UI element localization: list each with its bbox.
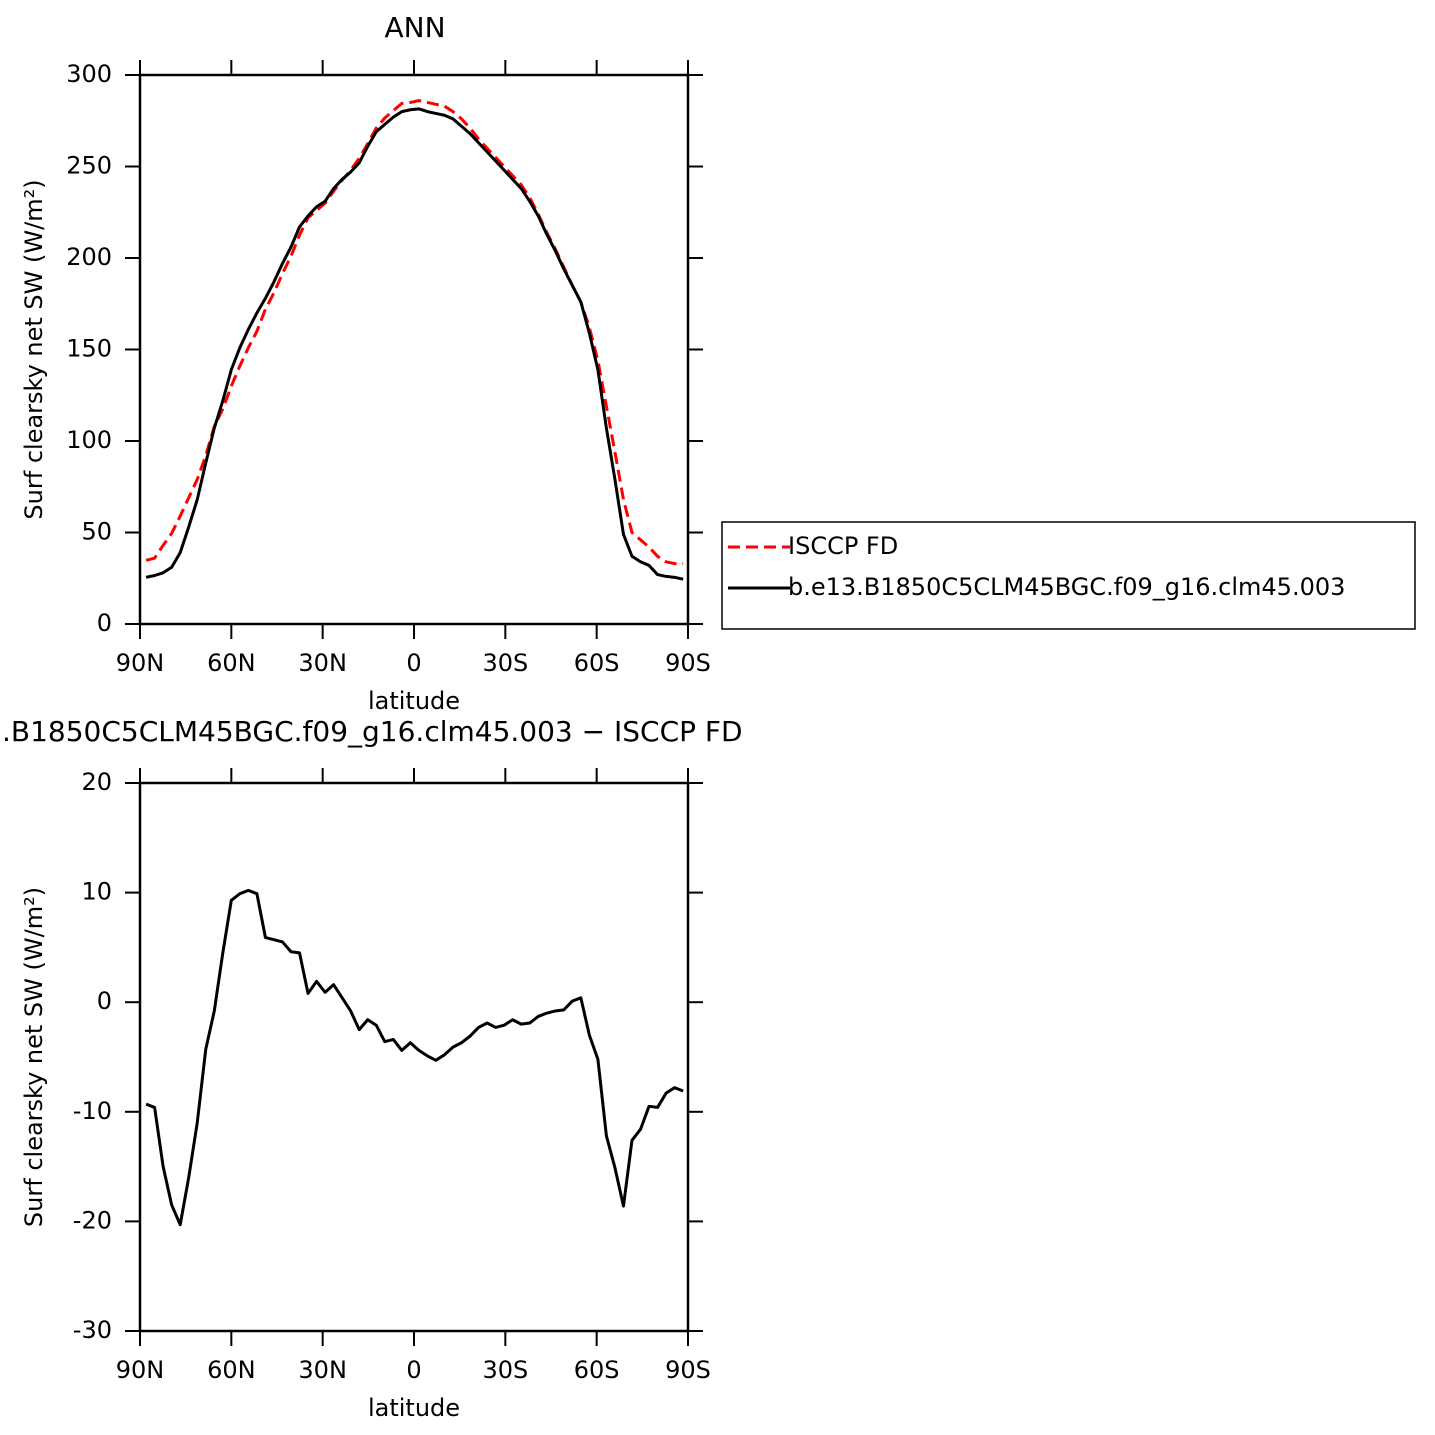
legend-box	[721, 521, 1416, 630]
legend-label: ISCCP FD	[788, 532, 898, 560]
y-tick-label: -20	[73, 1206, 112, 1234]
x-axis-label: latitude	[368, 1394, 460, 1422]
plot-frame	[138, 73, 690, 626]
x-tick-label: 0	[406, 1356, 421, 1384]
y-tick-label: -30	[73, 1316, 112, 1344]
x-axis-label: latitude	[368, 687, 460, 715]
y-tick-label: 150	[66, 335, 112, 363]
x-tick-label: 60N	[207, 649, 256, 677]
plot-frame	[138, 781, 690, 1333]
y-tick-label: 0	[97, 987, 112, 1015]
x-tick-label: 90N	[116, 1356, 165, 1384]
x-tick-label: 60N	[207, 1356, 256, 1384]
y-tick-label: 100	[66, 426, 112, 454]
y-tick-label: 250	[66, 152, 112, 180]
x-tick-label: 60S	[574, 1356, 620, 1384]
y-tick-label: 0	[97, 609, 112, 637]
x-tick-label: 30N	[298, 649, 347, 677]
data-line	[145, 107, 684, 581]
y-axis-label: Surf clearsky net SW (W/m²)	[20, 179, 48, 519]
y-tick-label: -10	[73, 1097, 112, 1125]
x-tick-label: 90S	[665, 1356, 711, 1384]
data-line	[145, 888, 684, 1227]
y-axis-label: Surf clearsky net SW (W/m²)	[20, 887, 48, 1227]
y-tick-label: 50	[81, 518, 112, 546]
y-tick-label: 200	[66, 243, 112, 271]
y-tick-label: 300	[66, 60, 112, 88]
x-tick-label: 60S	[574, 649, 620, 677]
x-tick-label: 90N	[116, 649, 165, 677]
chart-title: ANN	[384, 11, 445, 44]
x-tick-label: 30S	[482, 1356, 528, 1384]
x-tick-label: 0	[406, 649, 421, 677]
chart-title: .B1850C5CLM45BGC.f09_g16.clm45.003 − ISC…	[2, 715, 743, 748]
y-tick-label: 20	[81, 768, 112, 796]
y-tick-label: 10	[81, 878, 112, 906]
data-line	[145, 99, 684, 566]
x-tick-label: 30N	[298, 1356, 347, 1384]
legend-label: b.e13.B1850C5CLM45BGC.f09_g16.clm45.003	[788, 573, 1345, 601]
x-tick-label: 30S	[482, 649, 528, 677]
x-tick-label: 90S	[665, 649, 711, 677]
